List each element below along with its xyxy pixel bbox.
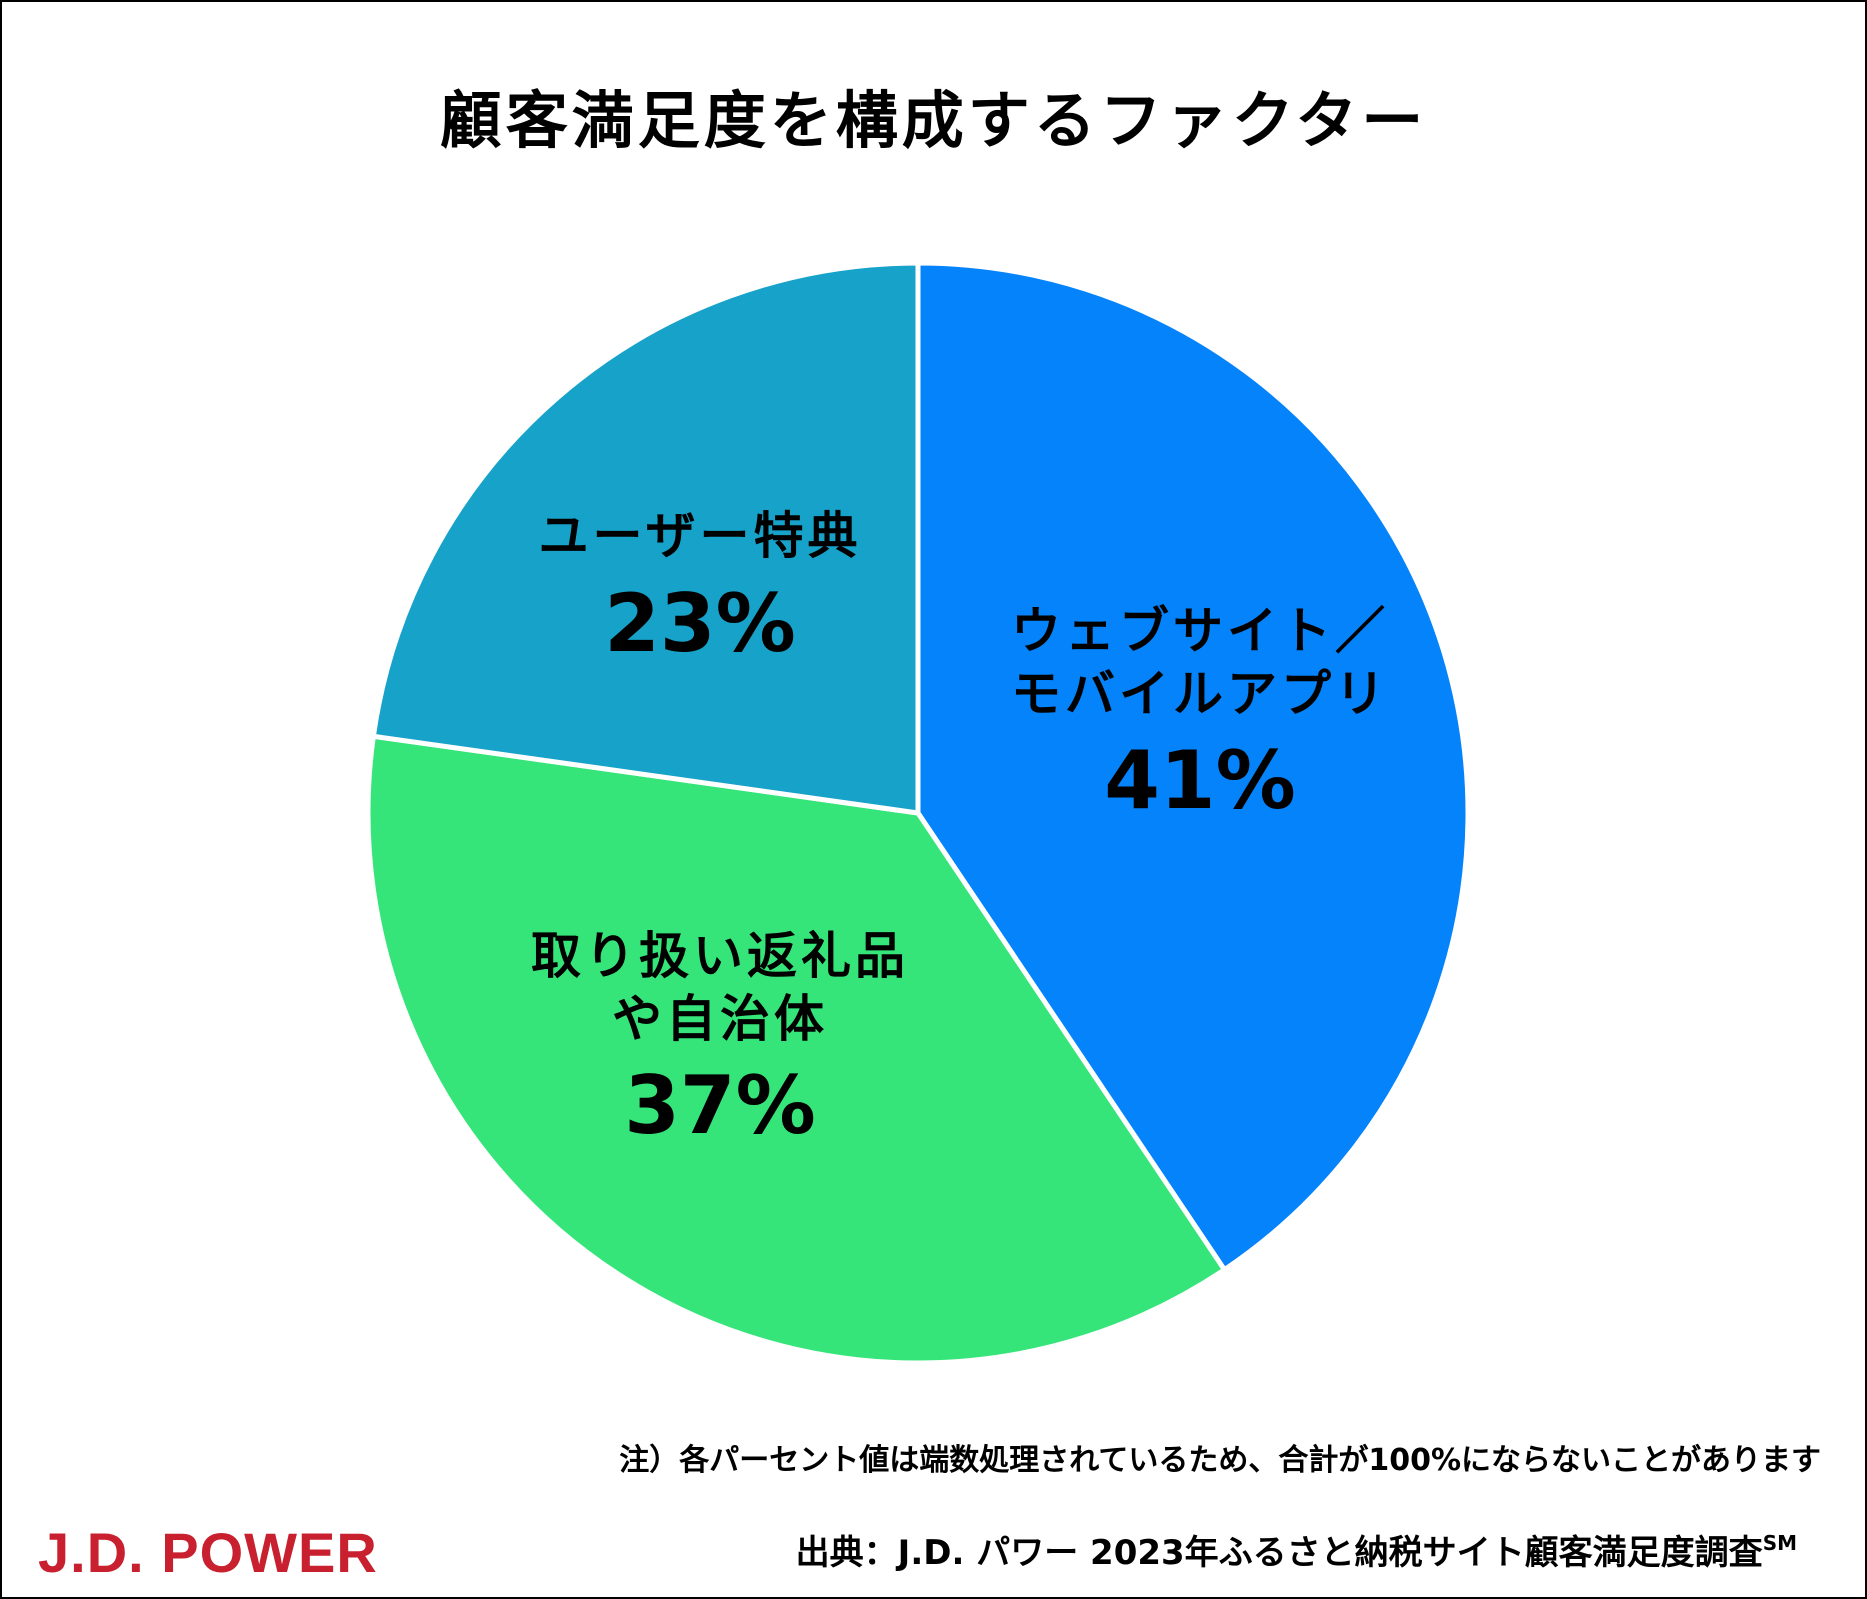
service-mark: SM [1762, 1531, 1797, 1555]
slice-name-line: モバイルアプリ [1011, 664, 1389, 723]
slice-label-user-benefits: ユーザー特典 23% [440, 505, 960, 674]
slice-name-line: ユーザー特典 [538, 507, 862, 565]
chart-title: 顧客満足度を構成するファクター [439, 84, 1428, 157]
slice-value-label: 23% [604, 576, 796, 670]
jd-power-logo: J.D. POWER [38, 1521, 378, 1584]
slice-website-app [915, 260, 1471, 1273]
slice-name-line: 取り扱い返礼品 [531, 927, 909, 985]
source-text: 出典：J.D. パワー 2023年ふるさと納税サイト顧客満足度調査 [795, 1533, 1763, 1573]
slice-label-gifts-municipality: 取り扱い返礼品 や自治体 37% [460, 925, 980, 1156]
slice-value-label: 37% [624, 1059, 816, 1152]
slice-name-line: や自治体 [612, 989, 828, 1048]
slice-label-website-app: ウェブサイト／ モバイルアプリ 41% [940, 600, 1460, 831]
footnote: 注）各パーセント値は端数処理されているため、合計が100%にならないことがありま… [619, 1443, 1821, 1478]
source-credit: 出典：J.D. パワー 2023年ふるさと納税サイト顧客満足度調査SM [796, 1525, 1797, 1574]
slice-user-benefits [370, 260, 921, 816]
slice-name-line: ウェブサイト／ [1011, 602, 1389, 660]
slice-gifts-municipality [365, 733, 1227, 1366]
slice-value-label: 41% [1104, 734, 1296, 827]
